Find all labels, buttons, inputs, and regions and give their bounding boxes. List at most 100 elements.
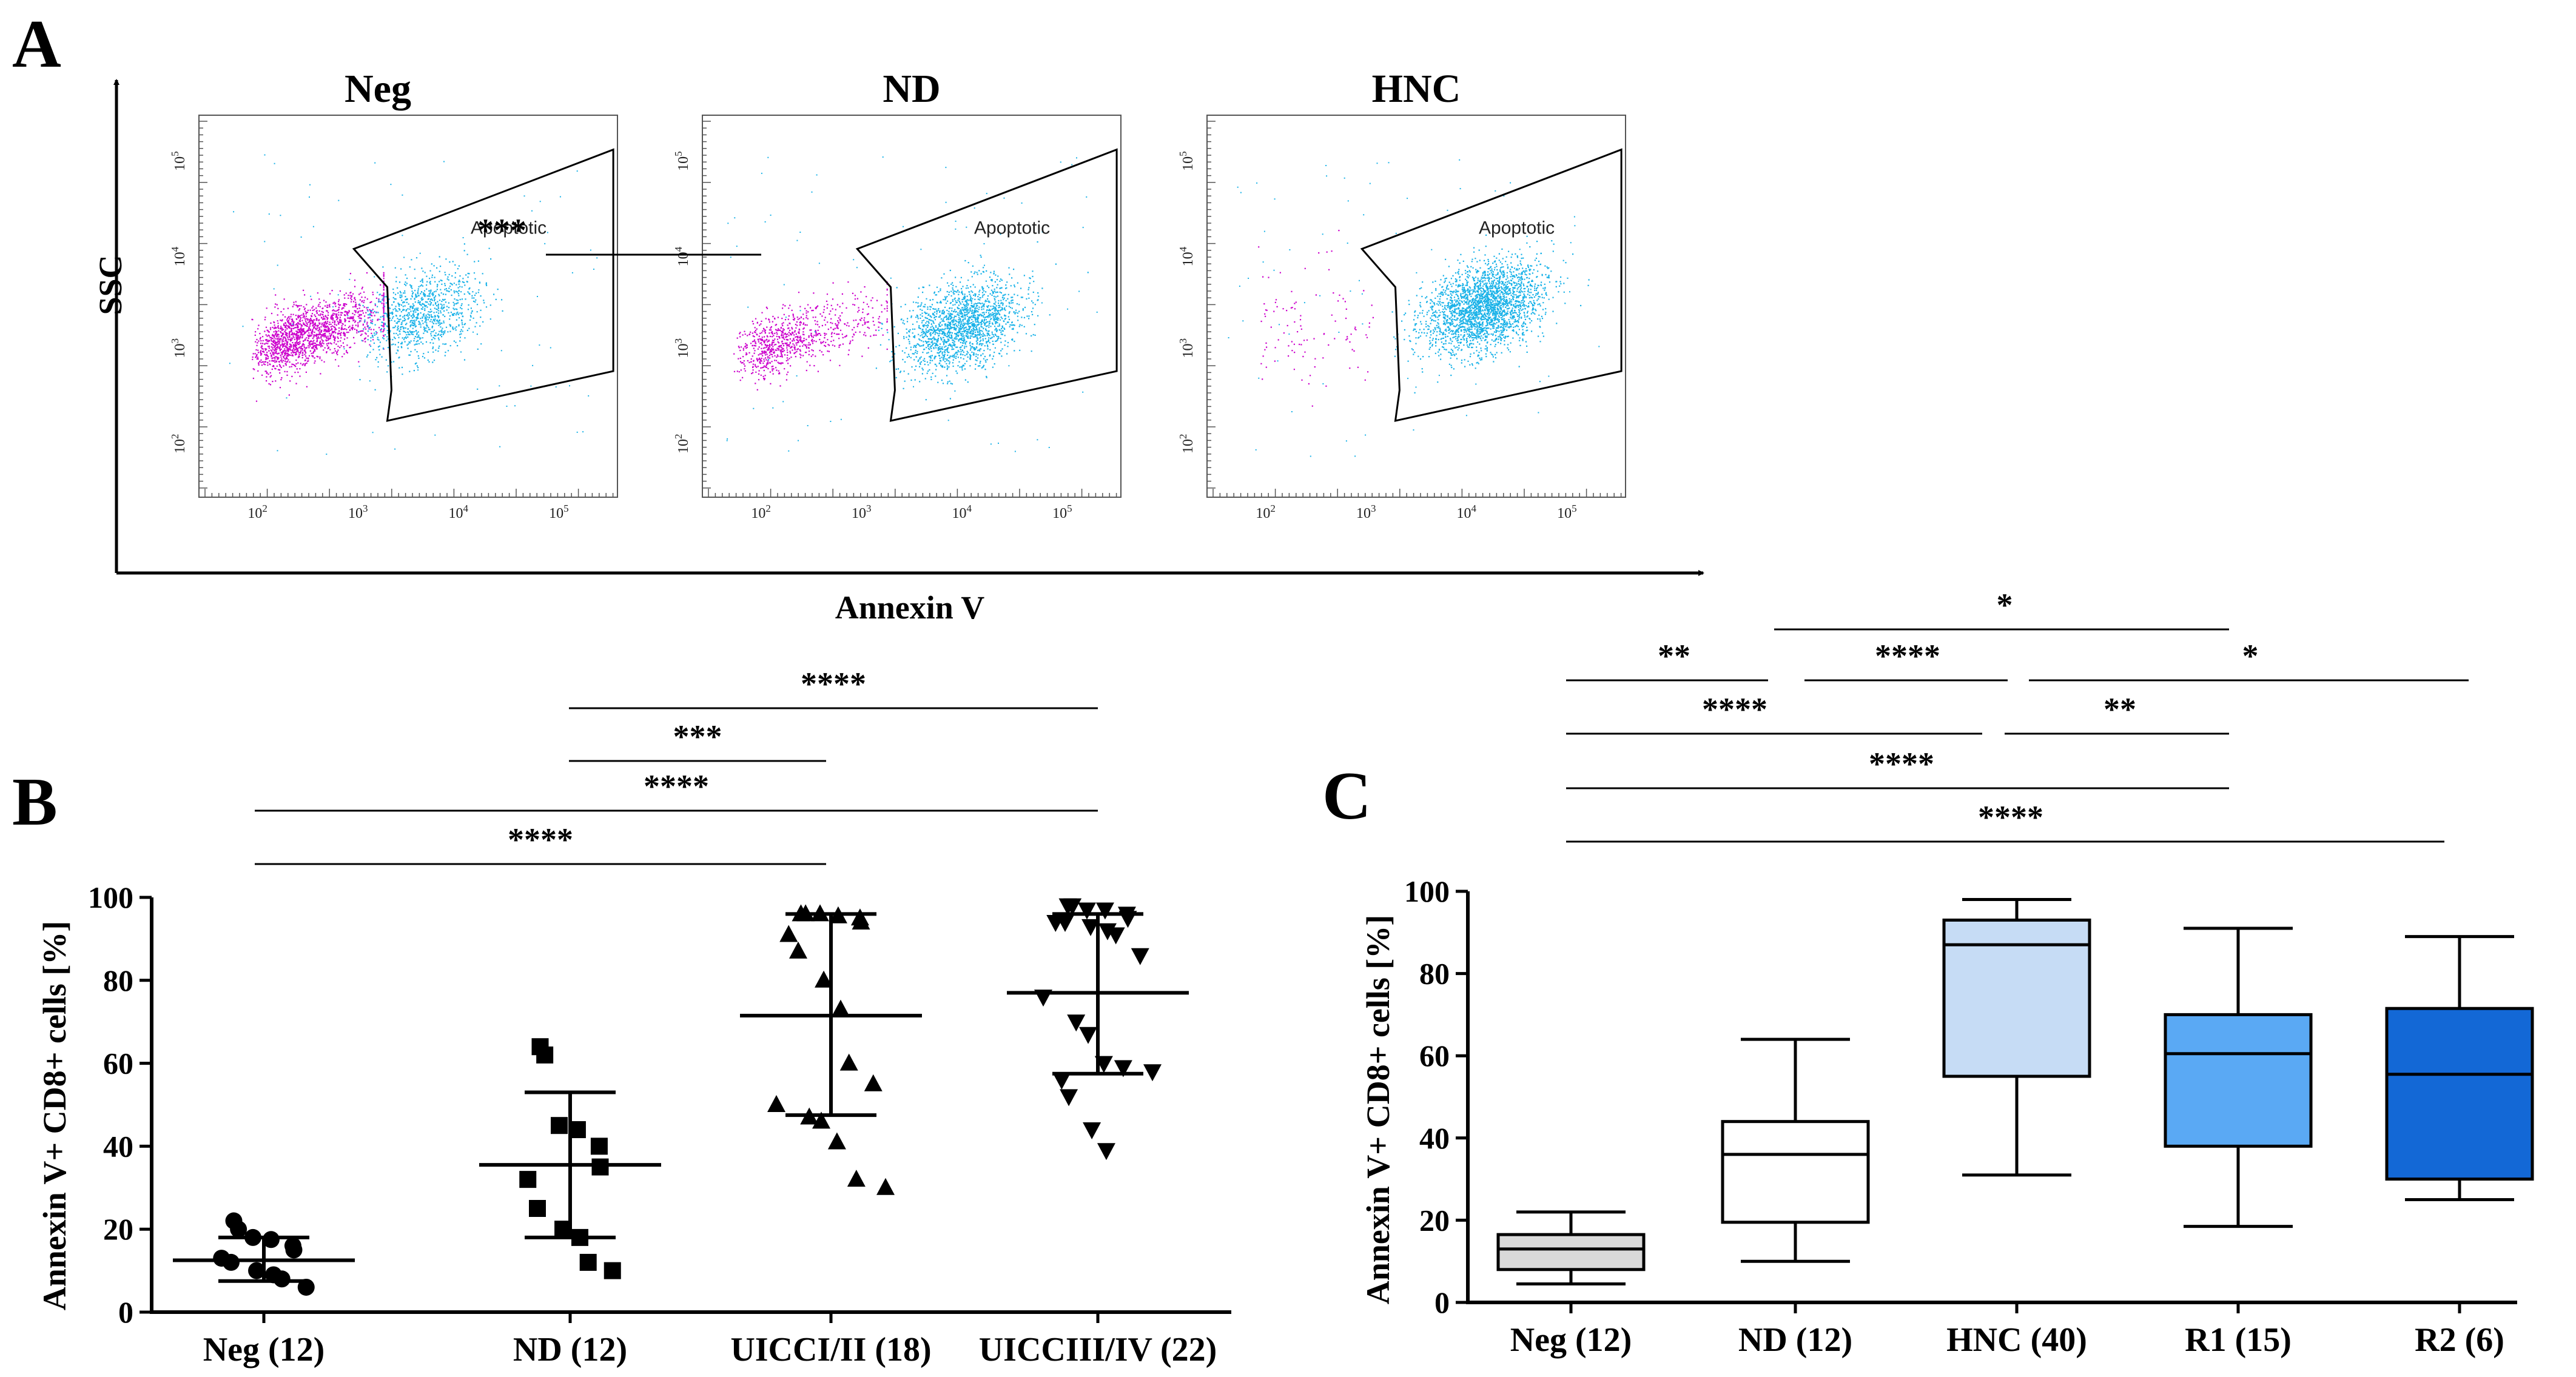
panel-c-box: [2385, 935, 2534, 1201]
panel-c-category-label: ND (12): [1738, 1321, 1852, 1359]
panel-c-iqr-box: [1721, 1120, 1870, 1224]
panel-b-significance-label: ****: [644, 768, 709, 805]
panel-b-y-tick-label: 40: [103, 1129, 133, 1163]
panel-a-ylabel: SSC: [92, 255, 129, 315]
panel-b-y-tick-label: 20: [103, 1212, 133, 1246]
panel-c-significance-label: ****: [1875, 638, 1940, 674]
apoptotic-population-dots: [1228, 159, 1600, 457]
flow-dots: [229, 154, 598, 455]
panel-b-point: [1063, 898, 1082, 916]
flow-x-tick-label: 103: [1356, 503, 1376, 521]
panel-c-y-tick-label: 0: [1434, 1285, 1450, 1319]
flow-x-tick-label: 104: [1457, 503, 1477, 521]
panel-b-point: [590, 1137, 608, 1155]
panel-b-point: [529, 1200, 546, 1217]
panel-b: Annexin V+ CD8+ cells [%] 0 20 40 60 80 100 Ne…: [36, 212, 1231, 1369]
panel-b-category-label: Neg (12): [203, 1331, 325, 1369]
panel-c-significance-label: ****: [1702, 691, 1767, 728]
flow-x-tick-label: 103: [852, 503, 872, 521]
flow-y-tick-label: 105: [169, 151, 188, 171]
panel-b-significance-label: ***: [477, 212, 526, 249]
apoptotic-population-dots: [229, 154, 598, 455]
panel-b-point: [536, 1046, 554, 1064]
panel-c-box: [1942, 898, 2091, 1177]
panel-b-point: [1052, 1072, 1071, 1090]
flow-minor-ticks: [702, 121, 1117, 497]
flow-x-tick-label: 102: [247, 503, 267, 521]
flow-x-tick-label: 103: [348, 503, 368, 521]
panel-b-point: [1083, 1122, 1101, 1140]
flow-y-tick-label: 105: [673, 151, 691, 171]
panel-c-category-label: R2 (6): [2415, 1321, 2504, 1359]
panel-b-point: [1143, 1064, 1162, 1082]
panel-b-point: [604, 1262, 621, 1279]
panel-b-point: [591, 1158, 609, 1176]
flow-x-tick-label: 105: [1052, 503, 1072, 521]
panel-c-significance-label: ****: [1869, 746, 1934, 782]
panel-b-point: [839, 1053, 858, 1071]
gate-label: Apoptotic: [471, 218, 546, 238]
panel-b-point: [789, 941, 807, 959]
panel-b-category-label: UICCI/II (18): [730, 1331, 931, 1369]
panel-b-point: [1067, 1014, 1086, 1032]
flow-x-tick-label: 102: [751, 503, 771, 521]
flow-plot-title: HNC: [1372, 67, 1461, 111]
panel-b-point: [551, 1117, 568, 1134]
panel-b-point: [852, 913, 870, 930]
panel-b-point: [579, 1253, 597, 1271]
panel-a-label: A: [12, 7, 61, 82]
panel-b-point: [248, 1262, 266, 1279]
panel-b-point: [1056, 915, 1074, 933]
panel-b-point: [1106, 927, 1125, 945]
flow-x-tick-label: 104: [952, 503, 972, 521]
panel-c-box: [1721, 1037, 1870, 1263]
flow-y-tick-label: 103: [169, 338, 188, 358]
panel-b-point: [1095, 902, 1114, 920]
panel-b-point: [230, 1221, 247, 1238]
panel-b-series: [740, 904, 922, 1195]
flow-plot: Neg 102 103 104 105 102 103 104 105 Apoptotic: [169, 67, 618, 521]
panel-b-point: [847, 1170, 866, 1187]
panel-c-significance-label: **: [2104, 691, 2136, 728]
flow-plot-title: ND: [883, 67, 940, 111]
panel-c-y-tick-label: 80: [1419, 957, 1450, 991]
flow-y-tick-label: 104: [169, 246, 188, 266]
panel-b-point: [1079, 1027, 1098, 1044]
panel-b-point: [1114, 1060, 1132, 1077]
panel-b-point: [223, 1253, 240, 1271]
panel-b-point: [827, 1132, 846, 1150]
apoptotic-gate: [352, 148, 614, 422]
flow-plot-frame: [198, 115, 618, 498]
panel-c-box: [1496, 1210, 1646, 1285]
panel-b-label: B: [12, 765, 58, 840]
flow-plot-frame: [702, 115, 1122, 498]
flow-y-tick-label: 102: [169, 434, 188, 454]
flow-x-tick-label: 102: [1256, 503, 1276, 521]
panel-c-significance-label: ****: [1978, 799, 2043, 836]
flow-minor-ticks: [199, 121, 614, 497]
panel-c: Annexin V+ CD8+ cells [%] 0 20 40 60 80 100 Ne…: [1360, 587, 2534, 1359]
panel-c-ylabel: Annexin V+ CD8+ cells [%]: [1360, 915, 1396, 1305]
panel-c-box: [2164, 926, 2313, 1228]
flow-y-tick-label: 105: [1177, 151, 1196, 171]
flow-dots: [1228, 159, 1600, 457]
panel-b-point: [1078, 902, 1096, 920]
panel-b-point: [297, 1278, 315, 1296]
flow-plot-title: Neg: [345, 67, 411, 111]
panel-b-point: [262, 1231, 280, 1248]
flow-plot: ND 102 103 104 105 102 103 104 105 Apoptotic: [673, 67, 1122, 521]
panel-b-series: [1007, 898, 1189, 1161]
flow-y-tick-label: 104: [1177, 246, 1196, 266]
panel-b-y-tick-label: 80: [103, 963, 133, 997]
panel-c-significance-label: *: [1997, 587, 2013, 623]
panel-b-y-tick-label: 100: [88, 880, 133, 914]
panel-b-y-tick-label: 60: [103, 1047, 133, 1080]
panel-b-category-label: UICCIII/IV (22): [979, 1331, 1217, 1369]
flow-y-tick-label: 102: [1177, 434, 1196, 454]
flow-y-tick-label: 104: [673, 246, 691, 266]
panel-b-point: [812, 1111, 831, 1129]
panel-c-label: C: [1322, 759, 1371, 834]
panel-b-series: [173, 1212, 355, 1296]
panel-b-significance-label: ****: [508, 822, 573, 858]
